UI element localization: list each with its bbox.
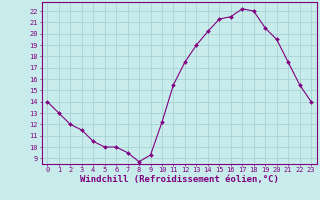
X-axis label: Windchill (Refroidissement éolien,°C): Windchill (Refroidissement éolien,°C) <box>80 175 279 184</box>
